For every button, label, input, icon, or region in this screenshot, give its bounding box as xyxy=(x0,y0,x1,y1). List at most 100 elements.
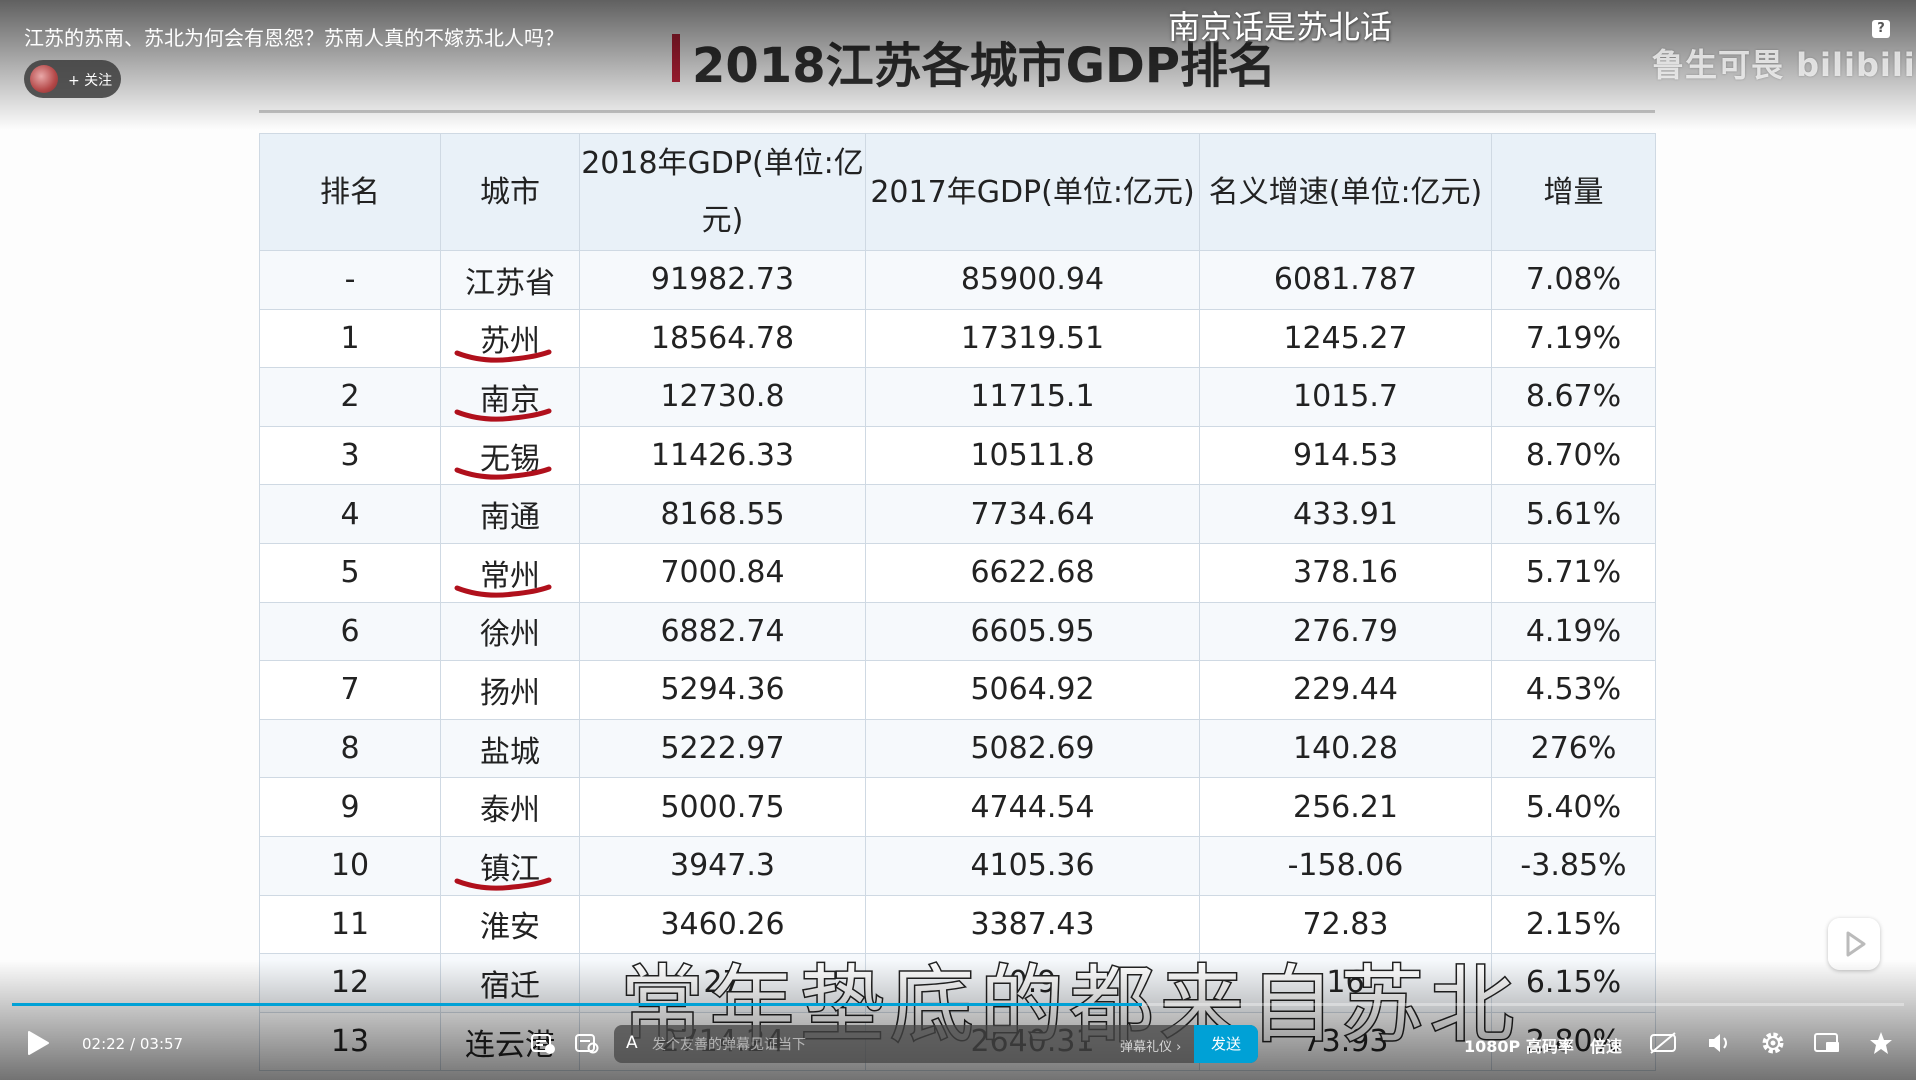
increment-cell: 2.15% xyxy=(1491,894,1656,955)
table-row: 4 南通 8168.55 7734.64 433.91 5.61% xyxy=(259,484,1656,544)
growth-cell: 6081.787 xyxy=(1199,250,1492,310)
volume-button[interactable] xyxy=(1704,1028,1734,1058)
gdp-2017-cell: 10511.8 xyxy=(865,425,1200,486)
danmaku-toggle[interactable] xyxy=(530,1032,556,1056)
handwritten-underline xyxy=(454,408,552,422)
increment-cell: 4.53% xyxy=(1491,660,1656,720)
rank-cell: 11 xyxy=(259,894,441,955)
city-name: 江苏省 xyxy=(465,265,555,301)
table-row: 10 镇江 3947.3 4105.36 -158.06 -3.85% xyxy=(259,835,1656,896)
send-button[interactable]: 发送 xyxy=(1194,1025,1258,1063)
rank-cell: 5 xyxy=(259,542,441,603)
rank-cell: 9 xyxy=(259,777,441,837)
rank-cell: 6 xyxy=(259,601,441,662)
city-name: 南通 xyxy=(480,500,540,536)
picture-in-picture-icon xyxy=(1814,1033,1839,1052)
city-cell: 无锡 xyxy=(440,425,580,486)
table-row: 9 泰州 5000.75 4744.54 256.21 5.40% xyxy=(259,777,1656,837)
uploader-watermark: 鲁生可畏 bilibili xyxy=(1652,46,1916,84)
gdp-table-body: - 江苏省 91982.73 85900.94 6081.787 7.08% 1 苏州 1856… xyxy=(259,250,1656,1072)
increment-cell: 7.08% xyxy=(1491,250,1656,310)
gdp-2018-cell: 5000.75 xyxy=(579,777,866,837)
gdp-2017-cell: 5082.69 xyxy=(865,718,1200,779)
progress-bar[interactable] xyxy=(12,1003,1904,1006)
subtitle-toggle[interactable] xyxy=(1648,1028,1678,1058)
volume-icon xyxy=(1709,1034,1727,1052)
handwritten-underline xyxy=(454,466,552,480)
follow-button[interactable]: + 关注 xyxy=(24,60,121,98)
city-cell: 连云港 xyxy=(440,1011,580,1072)
growth-cell: 229.44 xyxy=(1199,660,1492,720)
city-cell: 苏州 xyxy=(440,308,580,369)
danmaku-bar: A 弹幕礼仪 › 发送 xyxy=(614,1025,1258,1063)
play-button[interactable] xyxy=(26,1030,50,1056)
gdp-2018-cell: 5222.97 xyxy=(579,718,866,779)
rank-cell: 7 xyxy=(259,660,441,720)
settings-button[interactable] xyxy=(1758,1028,1788,1058)
rank-cell: 3 xyxy=(259,425,441,486)
fullscreen-button[interactable] xyxy=(1866,1028,1896,1058)
gdp-2018-cell: 3460.26 xyxy=(579,894,866,955)
header-increment: 增量 xyxy=(1491,133,1656,251)
increment-cell: 276% xyxy=(1491,718,1656,779)
gdp-2017-cell: 7734.64 xyxy=(865,484,1200,544)
gdp-table: 排名 城市 2018年GDP(单位:亿元) 2017年GDP(单位:亿元) 名义… xyxy=(259,133,1656,1072)
table-row: 7 扬州 5294.36 5064.92 229.44 4.53% xyxy=(259,660,1656,720)
quality-selector[interactable]: 1080P 高码率 xyxy=(1464,1037,1574,1056)
gdp-2018-cell: 8168.55 xyxy=(579,484,866,544)
video-title[interactable]: 江苏的苏南、苏北为何会有恩怨？苏南人真的不嫁苏北人吗？ xyxy=(24,26,564,50)
gdp-2017-cell: 5064.92 xyxy=(865,660,1200,720)
city-name: 无锡 xyxy=(480,441,540,477)
gdp-2018-cell: 11426.33 xyxy=(579,425,866,486)
help-icon[interactable]: ? xyxy=(1872,20,1890,38)
increment-cell: 8.70% xyxy=(1491,425,1656,486)
table-row: 2 南京 12730.8 11715.1 1015.7 8.67% xyxy=(259,367,1656,427)
city-cell: 徐州 xyxy=(440,601,580,662)
gdp-2017-cell: 4105.36 xyxy=(865,835,1200,896)
header-city: 城市 xyxy=(440,133,580,251)
header-gdp-2018: 2018年GDP(单位:亿元) xyxy=(579,133,866,251)
increment-cell: 5.71% xyxy=(1491,542,1656,603)
gdp-2017-cell: 6605.95 xyxy=(865,601,1200,662)
table-header-row: 排名 城市 2018年GDP(单位:亿元) 2017年GDP(单位:亿元) 名义… xyxy=(259,133,1656,251)
city-cell: 扬州 xyxy=(440,660,580,720)
danmaku-etiquette-link[interactable]: 弹幕礼仪 › xyxy=(1120,1040,1182,1055)
increment-cell: 5.61% xyxy=(1491,484,1656,544)
header-rank: 排名 xyxy=(259,133,441,251)
fullscreen-icon xyxy=(1870,1032,1892,1054)
city-cell: 盐城 xyxy=(440,718,580,779)
header-growth: 名义增速(单位:亿元) xyxy=(1199,133,1492,251)
growth-cell: 276.79 xyxy=(1199,601,1492,662)
increment-cell: 8.67% xyxy=(1491,367,1656,427)
growth-cell: 914.53 xyxy=(1199,425,1492,486)
side-play-icon[interactable] xyxy=(1828,918,1880,970)
handwritten-underline xyxy=(454,349,552,363)
city-name: 宿迁 xyxy=(480,968,540,1004)
danmaku-settings[interactable] xyxy=(574,1032,600,1056)
table-row: - 江苏省 91982.73 85900.94 6081.787 7.08% xyxy=(259,250,1656,310)
speed-selector[interactable]: 倍速 xyxy=(1590,1037,1623,1056)
city-cell: 江苏省 xyxy=(440,250,580,310)
gdp-2018-cell: 91982.73 xyxy=(579,250,866,310)
title-divider xyxy=(259,110,1655,113)
city-cell: 常州 xyxy=(440,542,580,603)
picture-in-picture-button[interactable] xyxy=(1812,1028,1842,1058)
rank-cell: 8 xyxy=(259,718,441,779)
growth-cell: -158.06 xyxy=(1199,835,1492,896)
growth-cell: 256.21 xyxy=(1199,777,1492,837)
time-separator: / xyxy=(130,1035,136,1053)
rank-cell: 4 xyxy=(259,484,441,544)
play-icon xyxy=(28,1031,49,1055)
gdp-2018-cell: 18564.78 xyxy=(579,308,866,369)
table-row: 8 盐城 5222.97 5082.69 140.28 276% xyxy=(259,718,1656,779)
danmaku-style-icon[interactable]: A xyxy=(626,1033,638,1053)
gdp-2017-cell: 3387.43 xyxy=(865,894,1200,955)
rank-cell: 1 xyxy=(259,308,441,369)
city-name: 扬州 xyxy=(480,675,540,711)
city-name: 泰州 xyxy=(480,793,540,829)
table-row: 5 常州 7000.84 6622.68 378.16 5.71% xyxy=(259,542,1656,603)
danmaku-input[interactable] xyxy=(650,1031,1034,1059)
city-cell: 泰州 xyxy=(440,777,580,837)
table-row: 3 无锡 11426.33 10511.8 914.53 8.70% xyxy=(259,425,1656,486)
